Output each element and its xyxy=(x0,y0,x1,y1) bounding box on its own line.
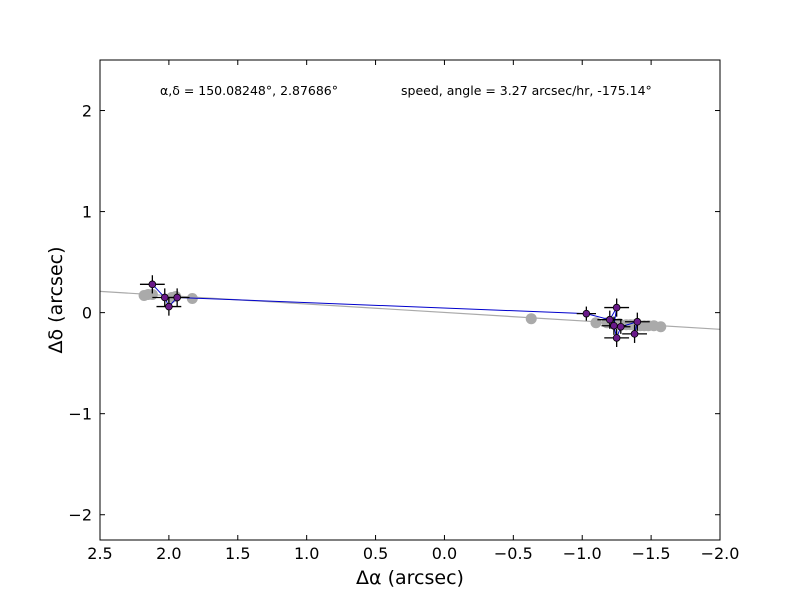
observation-point xyxy=(612,303,621,312)
x-tick-label: 1.0 xyxy=(294,544,319,563)
y-axis-label: Δδ (arcsec) xyxy=(45,246,67,353)
observation-point xyxy=(616,322,625,331)
observation-point xyxy=(160,293,169,302)
x-tick-label: 1.5 xyxy=(225,544,250,563)
x-tick-label: 2.0 xyxy=(156,544,181,563)
y-tick-label: 2 xyxy=(82,102,92,121)
y-tick-label: −2 xyxy=(68,506,92,525)
position-annotation: α,δ = 150.08248°, 2.87686° xyxy=(160,83,338,98)
predicted-point xyxy=(655,321,667,333)
plot-frame xyxy=(99,59,721,541)
y-tick-label: −1 xyxy=(68,405,92,424)
motion-annotation: speed, angle = 3.27 arcsec/hr, -175.14° xyxy=(401,83,652,98)
observation-point xyxy=(148,280,157,289)
x-axis-label: Δα (arcsec) xyxy=(356,567,464,589)
observation-point xyxy=(610,321,618,330)
observation-point xyxy=(612,334,621,342)
predicted-point xyxy=(525,313,537,325)
x-tick-label: 0.5 xyxy=(363,544,388,563)
x-tick-label: 2.5 xyxy=(87,544,112,563)
observation-point xyxy=(582,309,591,318)
y-tick-label: 0 xyxy=(82,304,92,323)
predicted-point xyxy=(590,317,602,329)
ticks-layer: 2.5 2.0 1.5 1.0 0.5 0.0 −0.5 −1.0 −1.5 −2.0 −2 −1 0 1… xyxy=(68,60,739,563)
x-tick-label: −2.0 xyxy=(701,544,740,563)
x-tick-label: −1.5 xyxy=(632,544,671,563)
observation-point xyxy=(630,330,639,338)
observation-point xyxy=(605,315,614,324)
observation-path xyxy=(151,283,639,340)
y-tick-label: 1 xyxy=(82,203,92,222)
observation-point xyxy=(633,317,642,326)
x-tick-label: −0.5 xyxy=(494,544,533,563)
observation-point xyxy=(165,302,173,311)
data-layer xyxy=(100,275,720,347)
observation-point xyxy=(173,293,181,302)
x-tick-label: 0.0 xyxy=(432,544,457,563)
x-tick-label: −1.0 xyxy=(563,544,602,563)
plot-area xyxy=(100,275,720,347)
